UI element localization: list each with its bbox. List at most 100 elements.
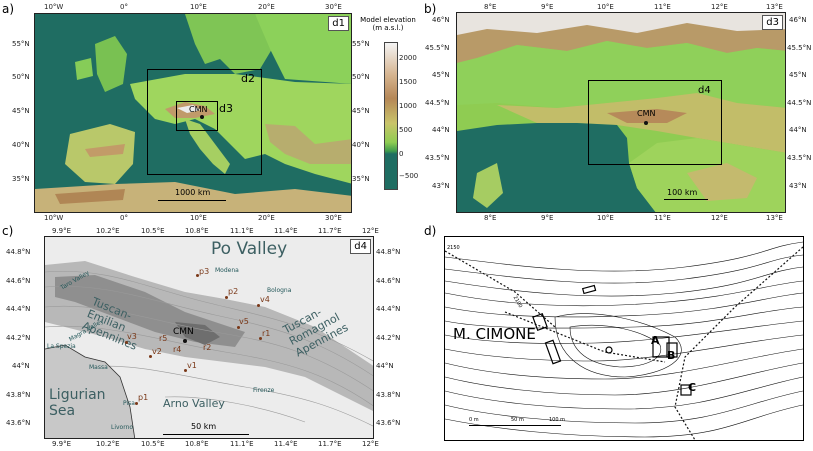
summit-label: M. CIMONE [453,325,536,343]
tick-lat: 43.5°N [787,154,812,162]
site-p1-label: p1 [138,393,149,402]
tick-lat: 44.5°N [425,99,450,107]
tick-lat: 45°N [352,107,370,115]
domain-tag-d3: d3 [762,15,783,30]
tick-lat: 43.6°N [376,419,401,427]
tick-lon: 9.9°E [52,227,72,235]
tick-lat: 44°N [12,362,30,370]
scale-bar-label: 100 km [667,188,698,197]
domain-label-d2: d2 [241,72,255,85]
town-modena: Modena [215,267,239,274]
panel-a-lat-ticks-left: 55°N 50°N 45°N 40°N 35°N [2,14,32,214]
site-r5-label: r5 [159,334,168,343]
map-d4-apennines: d4 Po Valley Tuscan-Emilian Apennines Li… [44,236,374,439]
tick-lat: 50°N [12,73,30,81]
colorbar-title-line1: Model elevation [360,16,416,24]
colorbar-tick: 2000 [399,54,417,62]
tick-lon: 20°E [258,214,275,222]
colorbar-title-line2: (m a.s.l.) [372,24,404,32]
map-d3-northern-italy: d3 d4 CMN 100 km [456,12,786,213]
site-cmn-marker [644,121,648,125]
tick-lat: 44.2°N [376,334,401,342]
tick-lat: 50°N [352,73,370,81]
panel-c-lon-ticks-top: 9.9°E 10.2°E 10.5°E 10.8°E 11.1°E 11.4°E… [44,227,379,237]
tick-lat: 44.6°N [6,277,31,285]
tick-lon: 0° [120,3,128,11]
panel-a-lat-ticks-right: 55°N 50°N 45°N 40°N 35°N [352,14,382,214]
panel-b-lat-ticks-left: 46°N 45.5°N 45°N 44.5°N 44°N 43.5°N 43°N [424,12,456,212]
tick-lat: 44.8°N [376,248,401,256]
tick-lat: 44°N [789,126,807,134]
domain-tag-d1: d1 [328,16,349,31]
tick-lon: 8°E [484,214,497,222]
tick-lat: 44.4°N [376,305,401,313]
apennines-relief [45,261,373,438]
tick-lat: 43.8°N [376,391,401,399]
site-r2-label: r2 [203,343,212,352]
site-v3-marker [125,341,128,344]
tick-lon: 10°E [190,3,207,11]
map-d1-europe: d1 d2 d3 CMN 1000 km [34,13,352,213]
scale-bar [664,199,708,200]
scale-bar [469,425,561,426]
site-p3-marker [196,274,199,277]
tick-lon: 30°E [325,3,342,11]
scale-0m: 0 m [469,417,479,423]
panel-b-letter: b) [424,2,437,16]
tick-lon: 9.9°E [52,440,72,448]
tick-lon: 12°E [362,440,379,448]
tick-lon: 10°E [597,214,614,222]
region-arno-valley: Arno Valley [163,397,225,410]
tick-lat: 45°N [432,71,450,79]
scale-50m: 50 m [511,417,524,423]
site-v1-label: v1 [187,361,197,370]
colorbar-tick: 1000 [399,102,417,110]
tick-lat: 40°N [352,141,370,149]
panel-c-letter: c) [2,224,14,238]
tick-lat: 45°N [12,107,30,115]
scale-bar [158,200,226,201]
region-ligurian-sea: Ligurian Sea [49,387,106,419]
site-v2-label: v2 [152,347,162,356]
panel-d-letter: d) [424,224,437,238]
colorbar-tick: −500 [399,172,419,180]
site-p3-label: p3 [199,267,210,276]
scale-bar [163,434,249,435]
tick-lon: 10°E [190,214,207,222]
tick-lat: 55°N [12,40,30,48]
panel-a-letter: a) [2,2,15,16]
tick-lat: 44°N [432,126,450,134]
tick-lon: 10°W [44,3,64,11]
tick-lat: 35°N [12,175,30,183]
tick-lat: 44.8°N [6,248,31,256]
town-massa: Massa [89,364,108,371]
site-cmn-label: CMN [189,105,208,114]
tick-lat: 43.6°N [6,419,31,427]
town-pisa: Pisa [123,400,135,407]
colorbar-tick: 1500 [399,78,417,86]
tick-lon: 11.7°E [318,227,342,235]
tick-lon: 30°E [325,214,342,222]
scale-bar-label: 50 km [191,422,217,431]
tick-lon: 12°E [711,3,728,11]
site-cmn-marker [200,115,204,119]
point-c-label: C [688,381,697,394]
colorbar-ticks: 2000 1500 1000 500 0 −500 [399,42,423,192]
colorbar-tick: 500 [399,126,413,134]
tick-lat: 43.5°N [425,154,450,162]
tick-lat: 35°N [352,175,370,183]
tick-lat: 45°N [789,71,807,79]
town-bologna: Bologna [267,287,292,294]
site-r4-label: r4 [173,345,182,354]
domain-tag-d4: d4 [350,239,371,254]
domain-box-d2 [147,69,262,175]
colorbar-tick: 0 [399,150,404,158]
site-cmn-label: CMN [637,109,656,118]
domain-label-d4: d4 [698,85,711,96]
site-r1-marker [259,337,262,340]
tick-lon: 11°E [654,214,671,222]
tick-lon: 8°E [484,3,497,11]
region-po-valley: Po Valley [211,239,288,259]
tick-lon: 10.5°E [141,440,165,448]
tick-lon: 13°E [766,3,783,11]
